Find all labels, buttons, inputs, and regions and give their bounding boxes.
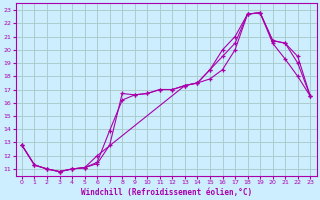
X-axis label: Windchill (Refroidissement éolien,°C): Windchill (Refroidissement éolien,°C)	[81, 188, 252, 197]
